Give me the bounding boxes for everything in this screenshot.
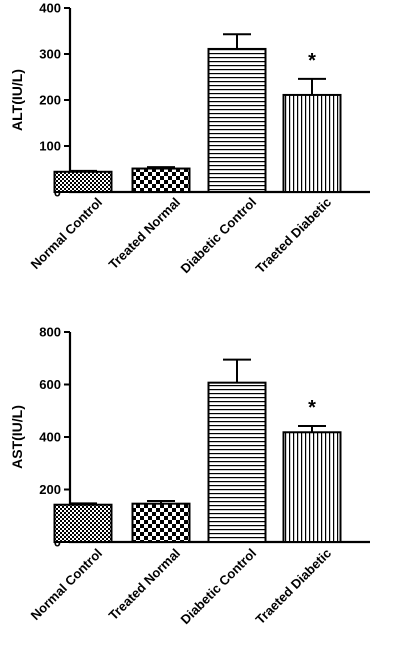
x-category-label: Traeted Diabetic (252, 546, 334, 628)
bar (53, 170, 113, 193)
bar (207, 47, 267, 193)
x-category-label: Treated Normal (106, 195, 184, 273)
chart-panel-2: 0200400600800AST(IU/L)Normal ControlTrea… (9, 325, 370, 628)
bar (53, 503, 113, 544)
significance-marker: * (308, 50, 316, 72)
bar (131, 167, 191, 193)
bar (131, 502, 191, 543)
x-category-label: Diabetic Control (178, 195, 260, 277)
bar (282, 93, 342, 193)
significance-marker: * (308, 397, 316, 419)
x-category-label: Traeted Diabetic (252, 195, 334, 277)
x-category-label: Normal Control (28, 546, 106, 624)
y-tick-label: 300 (39, 47, 61, 62)
y-tick-label: 400 (39, 1, 61, 16)
y-tick-label: 400 (39, 430, 61, 445)
x-category-label: Normal Control (28, 195, 106, 273)
chart-panel-1: 0100200300400ALT(IU/L)Normal ControlTrea… (9, 1, 370, 277)
bar (207, 381, 267, 543)
x-category-label: Treated Normal (106, 546, 184, 624)
y-tick-label: 600 (39, 377, 61, 392)
x-category-label: Diabetic Control (178, 546, 260, 628)
y-axis-title: ALT(IU/L) (9, 69, 25, 131)
y-tick-label: 200 (39, 482, 61, 497)
y-tick-label: 800 (39, 325, 61, 340)
bar (282, 431, 342, 543)
y-tick-label: 100 (39, 139, 61, 154)
y-tick-label: 200 (39, 93, 61, 108)
y-axis-title: AST(IU/L) (9, 405, 25, 469)
